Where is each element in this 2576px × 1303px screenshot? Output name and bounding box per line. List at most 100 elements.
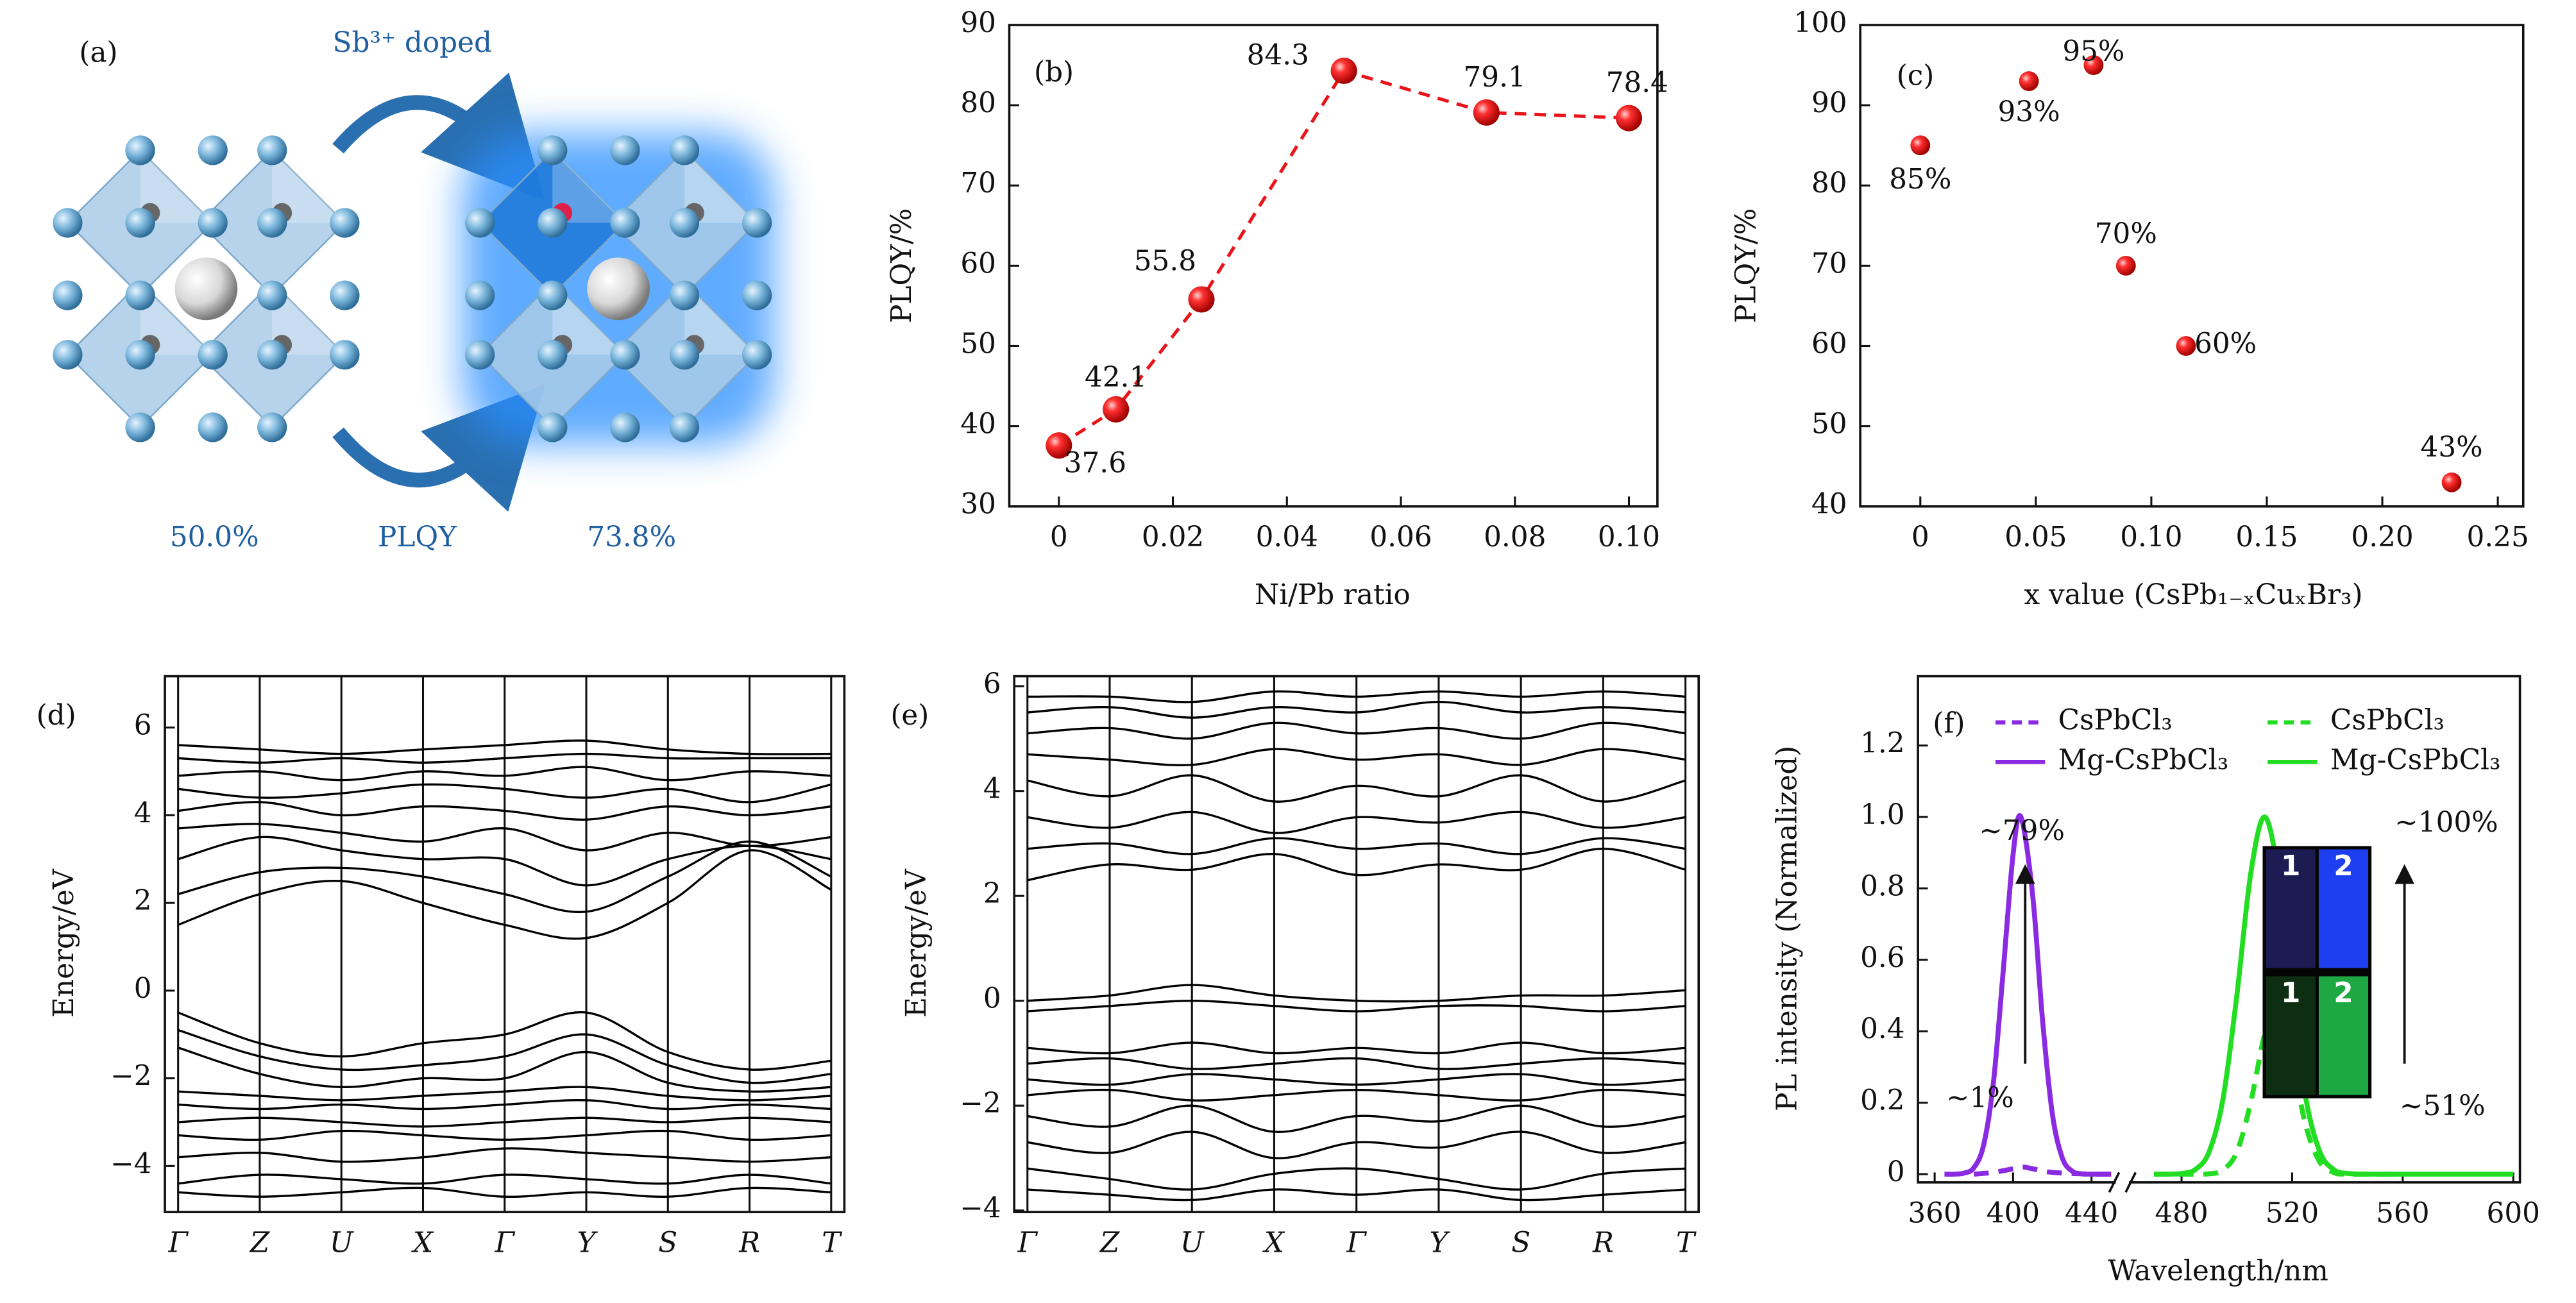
y-tick-label: 50: [960, 327, 996, 360]
frame: [1859, 24, 2525, 508]
x-site: [53, 340, 83, 370]
x-tick-label: 440: [2065, 1197, 2118, 1229]
vial: [2266, 976, 2316, 1095]
chart: (d) −4 −2 0 2 4 6 Γ Z U X Γ Y S R T Energy/eV: [37, 675, 846, 1259]
band: [1027, 1057, 1686, 1070]
plot-area: 37.6 42.1 55.8 84.3 79.1 78.4: [1046, 39, 1668, 480]
frame: [1013, 675, 1700, 1213]
y-tick-label: −2: [110, 1060, 151, 1093]
y-tick-label: 0: [134, 972, 152, 1005]
x-site: [125, 340, 155, 370]
x-site: [669, 280, 700, 310]
x-site: [669, 208, 700, 238]
x-site: [465, 208, 495, 238]
marker: [2441, 472, 2462, 492]
band: [1027, 1088, 1686, 1102]
x-tick-label: Y: [577, 1227, 598, 1259]
x-site: [669, 135, 700, 165]
x-tick-label: 400: [1987, 1197, 2040, 1229]
legend-label: CsPbCl₃: [2330, 704, 2445, 737]
x-site: [330, 340, 360, 370]
y-tick-label: 80: [960, 87, 996, 119]
band: [178, 752, 831, 764]
band: [178, 1029, 831, 1084]
y-tick-label: 0.8: [1860, 870, 1904, 902]
x-tick-label: R: [738, 1227, 760, 1259]
y-tick-label: 6: [983, 668, 1001, 700]
chart: (e) −4 −2 0 2 4 6 Γ Z U X Γ Y S R T Energy/eV: [890, 668, 1700, 1259]
chart: (b) 30 40 50 60 70 80 90 0 0.02 0.04 0.06 0.08 0.10 Ni…: [885, 6, 1668, 611]
band: [1027, 1131, 1686, 1159]
annotation: ~79%: [1979, 814, 2065, 847]
band: [1027, 774, 1686, 803]
band: [178, 1011, 831, 1071]
y-tick-label: −4: [110, 1147, 151, 1180]
x-tick-label: 0.20: [2351, 521, 2413, 553]
panel-label: (f): [1933, 707, 1965, 740]
x-tick-label: 0.08: [1484, 521, 1546, 553]
band: [1027, 837, 1686, 855]
annotation: ~51%: [2400, 1089, 2486, 1122]
x-site: [53, 208, 83, 238]
spectrum-line: [1973, 1164, 2112, 1177]
marker: [2115, 255, 2136, 276]
band: [1027, 847, 1686, 882]
y-tick-label: 90: [960, 6, 996, 39]
marker: [1188, 286, 1215, 313]
x-tick-label: 600: [2487, 1197, 2540, 1229]
x-tick-label: U: [330, 1227, 355, 1259]
frame: [1917, 675, 2521, 1184]
x-site: [125, 280, 155, 310]
data-label: 43%: [2421, 431, 2483, 464]
x-site: [538, 280, 568, 310]
band: [178, 1116, 831, 1128]
octahedron-face: [552, 282, 625, 355]
band: [178, 1186, 831, 1198]
x-site: [741, 208, 772, 238]
plot-area: [1027, 690, 1686, 1202]
data-label: 70%: [2095, 217, 2157, 250]
x-axis-label: Wavelength/nm: [2108, 1254, 2328, 1287]
x-site: [125, 412, 155, 442]
x-tick-label: 520: [2266, 1197, 2319, 1229]
x-tick-label: U: [1180, 1227, 1205, 1259]
x-site: [538, 135, 568, 165]
x-site: [198, 208, 228, 238]
panel-label: (a): [79, 36, 117, 69]
frame: [1008, 24, 1659, 508]
vial-label: 2: [2334, 977, 2353, 1009]
band: [1027, 1073, 1686, 1086]
legend-label: CsPbCl₃: [2058, 704, 2173, 737]
data-label: 55.8: [1134, 244, 1196, 277]
band: [178, 849, 832, 940]
data-label: 93%: [1997, 96, 2060, 128]
band: [1027, 984, 1686, 1003]
y-tick-label: 2: [134, 884, 152, 917]
x-tick-label: 0.10: [2120, 521, 2182, 553]
y-axis-label: PLQY/%: [885, 208, 918, 323]
x-site: [669, 340, 700, 370]
y-axis-label: Energy/eV: [900, 868, 933, 1018]
x-site: [257, 412, 287, 442]
x-site: [538, 412, 568, 442]
band: [178, 1047, 831, 1093]
axis-break-gap: [2115, 1177, 2130, 1188]
y-tick-label: 0: [1887, 1156, 1905, 1188]
y-tick-label: 70: [1811, 247, 1847, 280]
y-tick-label: 4: [134, 796, 152, 829]
marker: [1910, 135, 1931, 156]
x-tick-label: 0: [1911, 521, 1929, 553]
band: [178, 801, 831, 821]
x-site: [257, 340, 287, 370]
band: [178, 1098, 831, 1111]
plqy-after: 73.8%: [587, 521, 676, 553]
x-site: [610, 135, 640, 165]
marker: [2019, 71, 2039, 92]
x-tick-label: T: [822, 1227, 842, 1259]
y-axis-label: PL intensity (Normalized): [1771, 746, 1804, 1111]
octahedron-face: [272, 282, 345, 355]
x-site: [610, 412, 640, 442]
x-site: [53, 280, 83, 310]
x-site: [465, 340, 495, 370]
